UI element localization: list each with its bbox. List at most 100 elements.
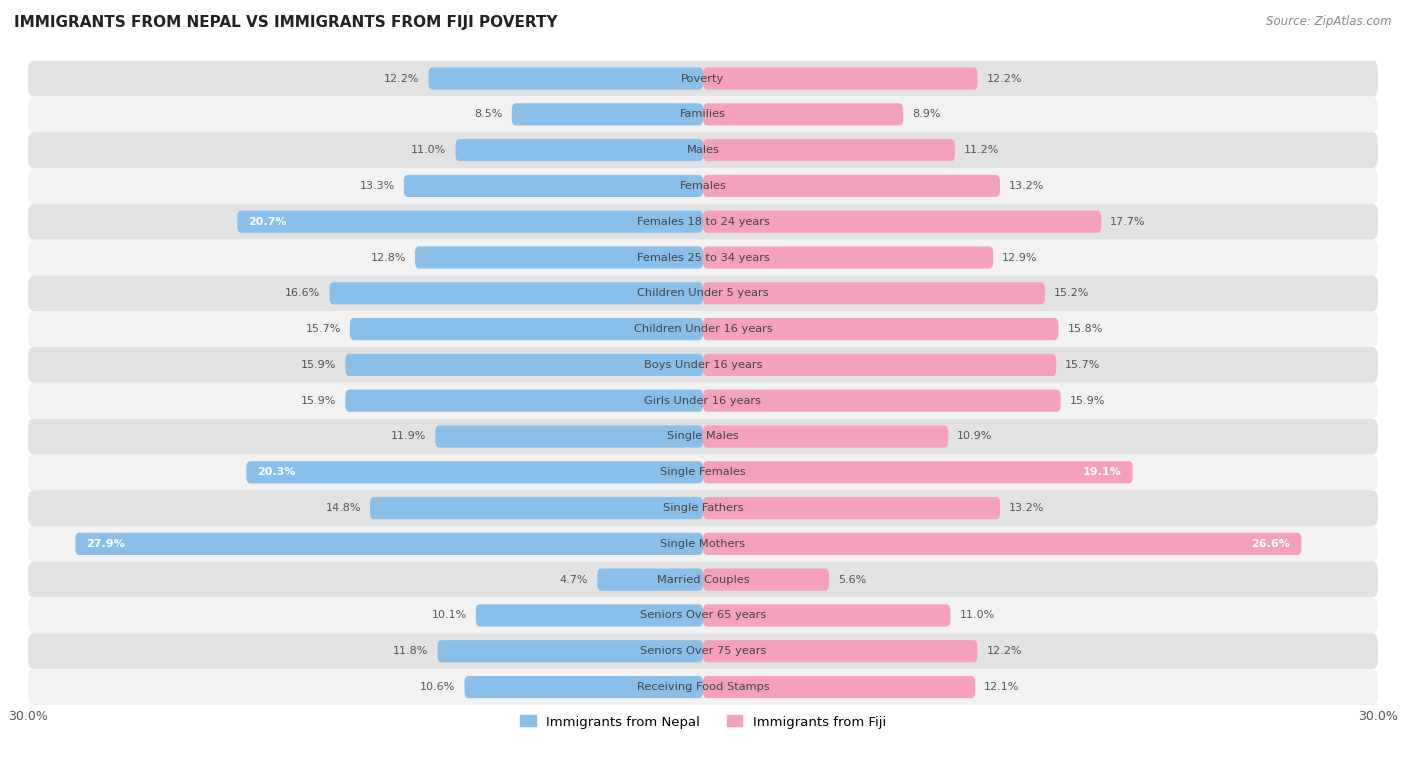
- Text: 4.7%: 4.7%: [560, 575, 588, 584]
- Text: 11.8%: 11.8%: [394, 647, 429, 656]
- Text: 8.5%: 8.5%: [474, 109, 503, 119]
- FancyBboxPatch shape: [703, 604, 950, 627]
- Text: Receiving Food Stamps: Receiving Food Stamps: [637, 682, 769, 692]
- Text: 12.8%: 12.8%: [371, 252, 406, 262]
- FancyBboxPatch shape: [28, 634, 1378, 669]
- FancyBboxPatch shape: [703, 425, 948, 447]
- Text: Single Females: Single Females: [661, 467, 745, 478]
- FancyBboxPatch shape: [703, 139, 955, 161]
- FancyBboxPatch shape: [703, 641, 977, 662]
- Text: Children Under 16 years: Children Under 16 years: [634, 324, 772, 334]
- Text: 12.1%: 12.1%: [984, 682, 1019, 692]
- Text: 15.7%: 15.7%: [305, 324, 340, 334]
- Text: Seniors Over 75 years: Seniors Over 75 years: [640, 647, 766, 656]
- Text: Seniors Over 65 years: Seniors Over 65 years: [640, 610, 766, 621]
- Text: 15.9%: 15.9%: [301, 396, 336, 406]
- Text: 15.2%: 15.2%: [1054, 288, 1090, 299]
- FancyBboxPatch shape: [238, 211, 703, 233]
- FancyBboxPatch shape: [703, 103, 903, 125]
- Text: Single Mothers: Single Mothers: [661, 539, 745, 549]
- FancyBboxPatch shape: [456, 139, 703, 161]
- FancyBboxPatch shape: [28, 347, 1378, 383]
- FancyBboxPatch shape: [703, 568, 830, 590]
- FancyBboxPatch shape: [28, 383, 1378, 418]
- FancyBboxPatch shape: [28, 418, 1378, 454]
- Text: 15.9%: 15.9%: [1070, 396, 1105, 406]
- FancyBboxPatch shape: [246, 461, 703, 484]
- Text: 27.9%: 27.9%: [87, 539, 125, 549]
- Text: 10.6%: 10.6%: [420, 682, 456, 692]
- FancyBboxPatch shape: [28, 526, 1378, 562]
- Text: Girls Under 16 years: Girls Under 16 years: [644, 396, 762, 406]
- Text: 19.1%: 19.1%: [1083, 467, 1122, 478]
- Text: 11.0%: 11.0%: [412, 145, 447, 155]
- Text: 11.0%: 11.0%: [959, 610, 994, 621]
- FancyBboxPatch shape: [512, 103, 703, 125]
- Text: 15.8%: 15.8%: [1067, 324, 1102, 334]
- FancyBboxPatch shape: [28, 597, 1378, 634]
- FancyBboxPatch shape: [703, 246, 993, 268]
- Text: 11.2%: 11.2%: [965, 145, 1000, 155]
- FancyBboxPatch shape: [703, 676, 976, 698]
- FancyBboxPatch shape: [703, 175, 1000, 197]
- Text: Children Under 5 years: Children Under 5 years: [637, 288, 769, 299]
- FancyBboxPatch shape: [350, 318, 703, 340]
- Text: 8.9%: 8.9%: [912, 109, 941, 119]
- FancyBboxPatch shape: [475, 604, 703, 627]
- FancyBboxPatch shape: [703, 461, 1133, 484]
- Text: 13.3%: 13.3%: [360, 181, 395, 191]
- FancyBboxPatch shape: [28, 454, 1378, 490]
- Text: 13.2%: 13.2%: [1010, 503, 1045, 513]
- FancyBboxPatch shape: [703, 282, 1045, 305]
- Text: 12.2%: 12.2%: [987, 647, 1022, 656]
- FancyBboxPatch shape: [598, 568, 703, 590]
- Text: 26.6%: 26.6%: [1251, 539, 1291, 549]
- Text: 10.9%: 10.9%: [957, 431, 993, 441]
- Text: Females 18 to 24 years: Females 18 to 24 years: [637, 217, 769, 227]
- Text: 10.1%: 10.1%: [432, 610, 467, 621]
- Text: 13.2%: 13.2%: [1010, 181, 1045, 191]
- FancyBboxPatch shape: [437, 641, 703, 662]
- Text: Boys Under 16 years: Boys Under 16 years: [644, 360, 762, 370]
- FancyBboxPatch shape: [703, 497, 1000, 519]
- FancyBboxPatch shape: [703, 390, 1060, 412]
- Text: 15.7%: 15.7%: [1066, 360, 1101, 370]
- FancyBboxPatch shape: [28, 204, 1378, 240]
- FancyBboxPatch shape: [429, 67, 703, 89]
- FancyBboxPatch shape: [28, 669, 1378, 705]
- Text: Source: ZipAtlas.com: Source: ZipAtlas.com: [1267, 15, 1392, 28]
- Text: Married Couples: Married Couples: [657, 575, 749, 584]
- Text: 17.7%: 17.7%: [1111, 217, 1146, 227]
- Text: 14.8%: 14.8%: [326, 503, 361, 513]
- Legend: Immigrants from Nepal, Immigrants from Fiji: Immigrants from Nepal, Immigrants from F…: [515, 710, 891, 734]
- Text: 20.7%: 20.7%: [249, 217, 287, 227]
- FancyBboxPatch shape: [703, 318, 1059, 340]
- FancyBboxPatch shape: [346, 390, 703, 412]
- Text: 5.6%: 5.6%: [838, 575, 866, 584]
- FancyBboxPatch shape: [329, 282, 703, 305]
- Text: 20.3%: 20.3%: [257, 467, 295, 478]
- FancyBboxPatch shape: [76, 533, 703, 555]
- FancyBboxPatch shape: [28, 312, 1378, 347]
- FancyBboxPatch shape: [28, 240, 1378, 275]
- FancyBboxPatch shape: [28, 562, 1378, 597]
- Text: Males: Males: [686, 145, 720, 155]
- Text: 12.2%: 12.2%: [987, 74, 1022, 83]
- Text: Single Fathers: Single Fathers: [662, 503, 744, 513]
- FancyBboxPatch shape: [464, 676, 703, 698]
- FancyBboxPatch shape: [28, 96, 1378, 132]
- FancyBboxPatch shape: [346, 354, 703, 376]
- FancyBboxPatch shape: [28, 168, 1378, 204]
- Text: 12.2%: 12.2%: [384, 74, 419, 83]
- Text: Poverty: Poverty: [682, 74, 724, 83]
- FancyBboxPatch shape: [436, 425, 703, 447]
- FancyBboxPatch shape: [703, 354, 1056, 376]
- FancyBboxPatch shape: [370, 497, 703, 519]
- Text: Females: Females: [679, 181, 727, 191]
- FancyBboxPatch shape: [703, 67, 977, 89]
- FancyBboxPatch shape: [415, 246, 703, 268]
- Text: Females 25 to 34 years: Females 25 to 34 years: [637, 252, 769, 262]
- FancyBboxPatch shape: [28, 275, 1378, 312]
- Text: Single Males: Single Males: [666, 431, 740, 441]
- Text: Families: Families: [681, 109, 725, 119]
